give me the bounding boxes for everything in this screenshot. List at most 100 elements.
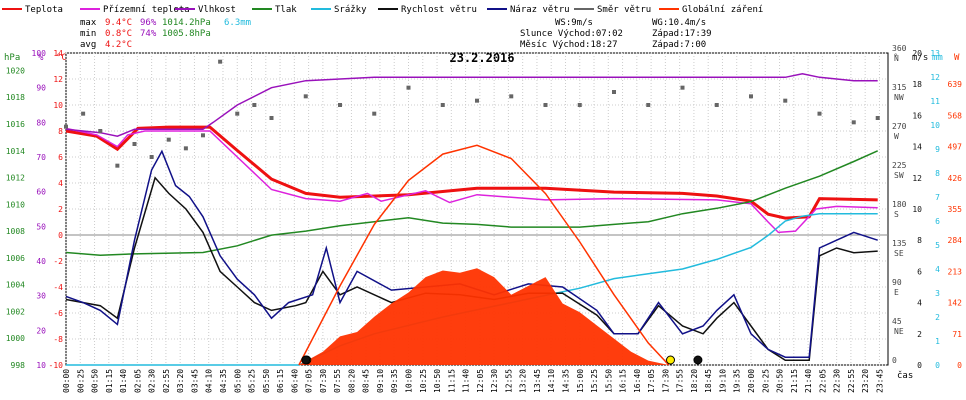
axis-unit-c: °C xyxy=(56,53,67,63)
y-tick-pct: 10 xyxy=(36,361,46,370)
point-smer-vetru xyxy=(406,85,411,90)
point-smer-vetru xyxy=(509,94,514,99)
y-tick-w: 568 xyxy=(948,111,963,120)
y-tick-w: 355 xyxy=(948,205,963,214)
y-tick-deg: 45 xyxy=(892,317,902,326)
y-tick-deg: 0 xyxy=(892,356,897,365)
x-tick-label: 23:45 xyxy=(875,369,884,393)
y-tick-mm: 10 xyxy=(930,121,940,130)
marker-mesic-vychod xyxy=(693,355,703,365)
y-tick-c: 8 xyxy=(58,127,63,136)
y-tick-c: -2 xyxy=(53,257,63,266)
point-smer-vetru xyxy=(646,103,651,107)
y-tick-w: 639 xyxy=(948,80,963,89)
y-tick-w: 284 xyxy=(948,236,963,245)
legend-label-globalni-zareni: Globální záření xyxy=(682,5,763,15)
y-tick-c: -8 xyxy=(53,335,63,344)
point-smer-vetru xyxy=(218,59,223,64)
info-wind-speed: WS:9m/s xyxy=(555,18,593,28)
axis-unit-w: W xyxy=(954,53,960,63)
point-smer-vetru xyxy=(166,137,171,142)
y-tick-mm: 6 xyxy=(935,217,940,226)
stats-min-press: 1005.8hPa xyxy=(162,29,211,39)
y-tick-hpa: 1014 xyxy=(6,147,25,156)
y-tick-c: -10 xyxy=(49,361,64,370)
y-tick-pct: 20 xyxy=(36,326,46,335)
y-tick-dir: S xyxy=(894,210,899,219)
point-smer-vetru xyxy=(269,116,274,120)
y-tick-c: 14 xyxy=(53,49,63,58)
y-tick-mm: 12 xyxy=(930,73,940,82)
point-smer-vetru xyxy=(875,116,880,120)
y-tick-pct: 80 xyxy=(36,118,46,127)
x-tick-label: 11:40 xyxy=(462,369,471,393)
x-tick-label: 01:15 xyxy=(105,369,114,393)
x-tick-label: 12:55 xyxy=(504,369,513,393)
x-tick-label: 07:05 xyxy=(305,369,314,393)
x-tick-label: 02:05 xyxy=(133,369,142,393)
x-tick-label: 20:00 xyxy=(747,369,756,393)
marker-mesic-zapad xyxy=(301,355,311,365)
y-tick-mm: 3 xyxy=(935,289,940,298)
x-tick-label: 12:30 xyxy=(490,369,499,393)
y-tick-hpa: 1012 xyxy=(6,174,25,183)
y-tick-deg: 225 xyxy=(892,161,907,170)
x-tick-label: 13:45 xyxy=(533,369,542,393)
x-tick-label: 01:40 xyxy=(119,369,128,393)
x-tick-label: 11:15 xyxy=(447,369,456,393)
x-tick-label: 14:10 xyxy=(547,369,556,393)
stats-max-hum: 96% xyxy=(140,18,157,28)
x-tick-label: 00:25 xyxy=(76,369,85,393)
y-tick-w: 497 xyxy=(948,143,963,152)
y-tick-mm: 9 xyxy=(935,145,940,154)
y-tick-mm: 8 xyxy=(935,169,940,178)
y-tick-hpa: 1002 xyxy=(6,307,25,316)
x-tick-label: 07:30 xyxy=(319,369,328,393)
axis-unit-pct: % xyxy=(38,53,44,63)
y-tick-ms: 0 xyxy=(917,361,922,370)
x-tick-label: 05:50 xyxy=(262,369,271,393)
stats-min-temp: 0.8°C xyxy=(105,29,132,39)
x-tick-label: 10:25 xyxy=(419,369,428,393)
grid xyxy=(65,52,888,366)
point-smer-vetru xyxy=(303,94,308,99)
x-tick-label: 22:30 xyxy=(833,369,842,393)
point-smer-vetru xyxy=(680,85,685,90)
point-smer-vetru xyxy=(612,90,616,94)
legend: Teplota Přízemní teplota Vlhkost Tlak Sr… xyxy=(2,5,763,15)
x-tick-label: 00:00 xyxy=(62,369,71,393)
x-tick-label: 18:20 xyxy=(690,369,699,393)
point-smer-vetru xyxy=(475,98,479,103)
legend-label-naraz-vetru: Náraz větru xyxy=(510,5,570,15)
legend-label-prizemni-teplota: Přízemní teplota xyxy=(103,5,190,15)
x-tick-label: 12:05 xyxy=(476,369,485,393)
legend-label-teplota: Teplota xyxy=(25,5,63,15)
series-globalni-zareni xyxy=(298,268,669,365)
y-tick-c: 0 xyxy=(58,231,63,240)
y-tick-ms: 16 xyxy=(912,111,922,120)
point-smer-vetru xyxy=(817,111,822,116)
point-smer-vetru xyxy=(851,120,856,125)
y-tick-mm: 0 xyxy=(935,361,940,370)
x-tick-label: 15:25 xyxy=(590,369,599,393)
stats-avg-temp: 4.2°C xyxy=(105,40,132,50)
point-smer-vetru xyxy=(149,155,154,159)
y-tick-ms: 18 xyxy=(912,80,922,89)
series-tlak xyxy=(65,150,879,256)
info-sun-rise: Slunce Východ:07:02 xyxy=(520,29,623,39)
axis-unit-hpa: hPa xyxy=(4,53,20,63)
stats-max-temp: 9.4°C xyxy=(105,18,132,28)
chart-title: 23.2.2016 xyxy=(449,51,514,65)
x-tick-label: 20:25 xyxy=(761,369,770,393)
legend-label-smer-vetru: Směr větru xyxy=(597,5,651,15)
point-smer-vetru xyxy=(749,94,753,99)
x-tick-label: 18:45 xyxy=(704,369,713,393)
info-moon-set: Západ:7:00 xyxy=(652,40,706,50)
stats-min-hum: 74% xyxy=(140,29,157,39)
point-smer-vetru xyxy=(183,146,188,151)
y-tick-hpa: 1010 xyxy=(6,200,25,209)
y-tick-mm: 11 xyxy=(930,97,940,106)
x-tick-label: 00:50 xyxy=(91,369,100,393)
info-moon-rise: Měsíc Východ:18:27 xyxy=(520,40,618,50)
y-tick-hpa: 1006 xyxy=(6,254,25,263)
